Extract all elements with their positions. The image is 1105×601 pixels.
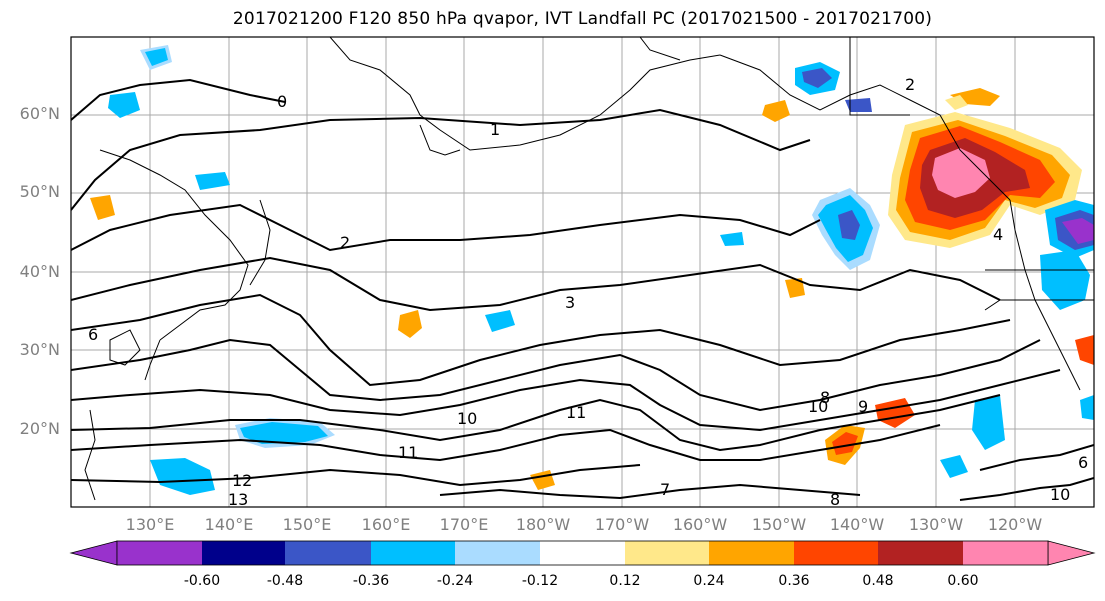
negative-anomaly-region: [240, 422, 328, 444]
negative-anomaly-region: [845, 98, 872, 112]
contour-lines: [71, 78, 1094, 501]
positive-anomaly-region: [945, 95, 968, 110]
lat-label-30n: 30°N: [19, 340, 60, 359]
positive-anomaly-region: [785, 278, 805, 298]
positive-anomaly-region: [875, 398, 915, 428]
lon-label: 160°W: [672, 515, 728, 534]
contour-label: 13: [228, 490, 248, 509]
map-title: 2017021200 F120 850 hPa qvapor, IVT Land…: [232, 9, 933, 29]
colorbar-tick-label: 0.24: [693, 573, 725, 589]
lon-label: 170°E: [439, 515, 489, 534]
negative-anomaly-region: [940, 455, 968, 478]
colorbar-segment: [540, 541, 625, 565]
colorbar-min-arrow: [69, 540, 118, 566]
contour-label: 10: [457, 409, 477, 428]
positive-anomaly-region: [1075, 335, 1094, 365]
negative-anomaly-region: [720, 232, 744, 246]
contour-label: 1: [490, 120, 500, 139]
colorbar-tick-label: -0.24: [436, 573, 474, 589]
positive-anomaly-region: [762, 100, 790, 122]
colorbar-tick-label: -0.36: [352, 573, 390, 589]
positive-anomaly-region: [530, 470, 555, 490]
lon-label: 120°W: [987, 515, 1043, 534]
lon-label: 140°E: [204, 515, 254, 534]
negative-anomaly-region: [972, 395, 1005, 450]
lon-label: 140°W: [829, 515, 885, 534]
lat-label-20n: 20°N: [19, 419, 60, 438]
negative-anomaly-region: [1062, 218, 1094, 244]
colorbar-tick-label: 0.36: [778, 573, 810, 589]
colorbar-frame: [116, 540, 1049, 566]
colorbar-segment: [709, 541, 794, 565]
lon-label: 180°W: [515, 515, 571, 534]
contour-label: 2: [340, 233, 350, 252]
lat-label-40n: 40°N: [19, 262, 60, 281]
colorbar-segment: [963, 541, 1048, 565]
negative-anomaly-region: [108, 92, 140, 118]
coastlines: [84, 37, 1094, 501]
colorbar-segment: [202, 541, 285, 565]
contour-label: 3: [565, 293, 575, 312]
colorbar-segment: [455, 541, 540, 565]
negative-anomaly-region: [838, 210, 860, 240]
colorbar-segment: [878, 541, 963, 565]
contour-label: 10: [1050, 485, 1070, 504]
positive-anomaly-region: [832, 432, 858, 455]
contour-label: 11: [566, 403, 586, 422]
contour-label: 10: [808, 397, 828, 416]
positive-anomaly-region: [398, 310, 422, 338]
lat-label-50n: 50°N: [19, 182, 60, 201]
negative-anomaly-region: [1040, 250, 1090, 310]
colorbar-segment: [625, 541, 709, 565]
map-frame: [70, 36, 1095, 508]
lon-label: 130°W: [908, 515, 964, 534]
gridlines: [71, 37, 1094, 507]
contour-label: 8: [830, 490, 840, 509]
negative-anomaly-region: [195, 172, 230, 190]
colorbar-segment: [371, 541, 455, 565]
colorbar-tick-label: 0.12: [609, 573, 641, 589]
contour-label: 11: [398, 443, 418, 462]
contour-label: 12: [232, 471, 252, 490]
colorbar-tick-label: -0.60: [183, 573, 221, 589]
colorbar: [69, 540, 1096, 566]
negative-anomaly-region: [145, 48, 168, 66]
lat-label-60n: 60°N: [19, 104, 60, 123]
anomaly-fills: [90, 45, 1094, 495]
contour-label: 7: [660, 480, 670, 499]
positive-anomaly-region: [90, 195, 115, 220]
negative-anomaly-region: [802, 68, 832, 88]
lon-label: 150°E: [282, 515, 332, 534]
negative-anomaly-region: [1080, 395, 1094, 420]
contour-label: 8: [820, 388, 830, 407]
contour-label: 2: [905, 75, 915, 94]
colorbar-tick-label: -0.12: [521, 573, 559, 589]
colorbar-segment: [794, 541, 878, 565]
lon-label: 130°E: [125, 515, 175, 534]
contour-labels: 0 1 2 2 3 4 6 6 7 8 8 9 10 10 10 11 11 1…: [88, 75, 1088, 509]
lon-label: 160°E: [361, 515, 411, 534]
colorbar-max-arrow: [1047, 540, 1096, 566]
positive-anomaly-region: [932, 148, 990, 198]
contour-label: 6: [88, 325, 98, 344]
lon-label: 150°W: [751, 515, 807, 534]
contour-label: 0: [277, 92, 287, 111]
colorbar-segment: [285, 541, 371, 565]
contour-label: 9: [858, 397, 868, 416]
colorbar-tick-label: 0.60: [947, 573, 979, 589]
colorbar-segment: [117, 541, 202, 565]
colorbar-tick-label: -0.48: [266, 573, 304, 589]
contour-label: 6: [1078, 453, 1088, 472]
contour-label: 4: [993, 225, 1003, 244]
negative-anomaly-region: [150, 458, 215, 495]
lon-label: 170°W: [594, 515, 650, 534]
colorbar-tick-label: 0.48: [862, 573, 894, 589]
negative-anomaly-region: [485, 310, 515, 332]
